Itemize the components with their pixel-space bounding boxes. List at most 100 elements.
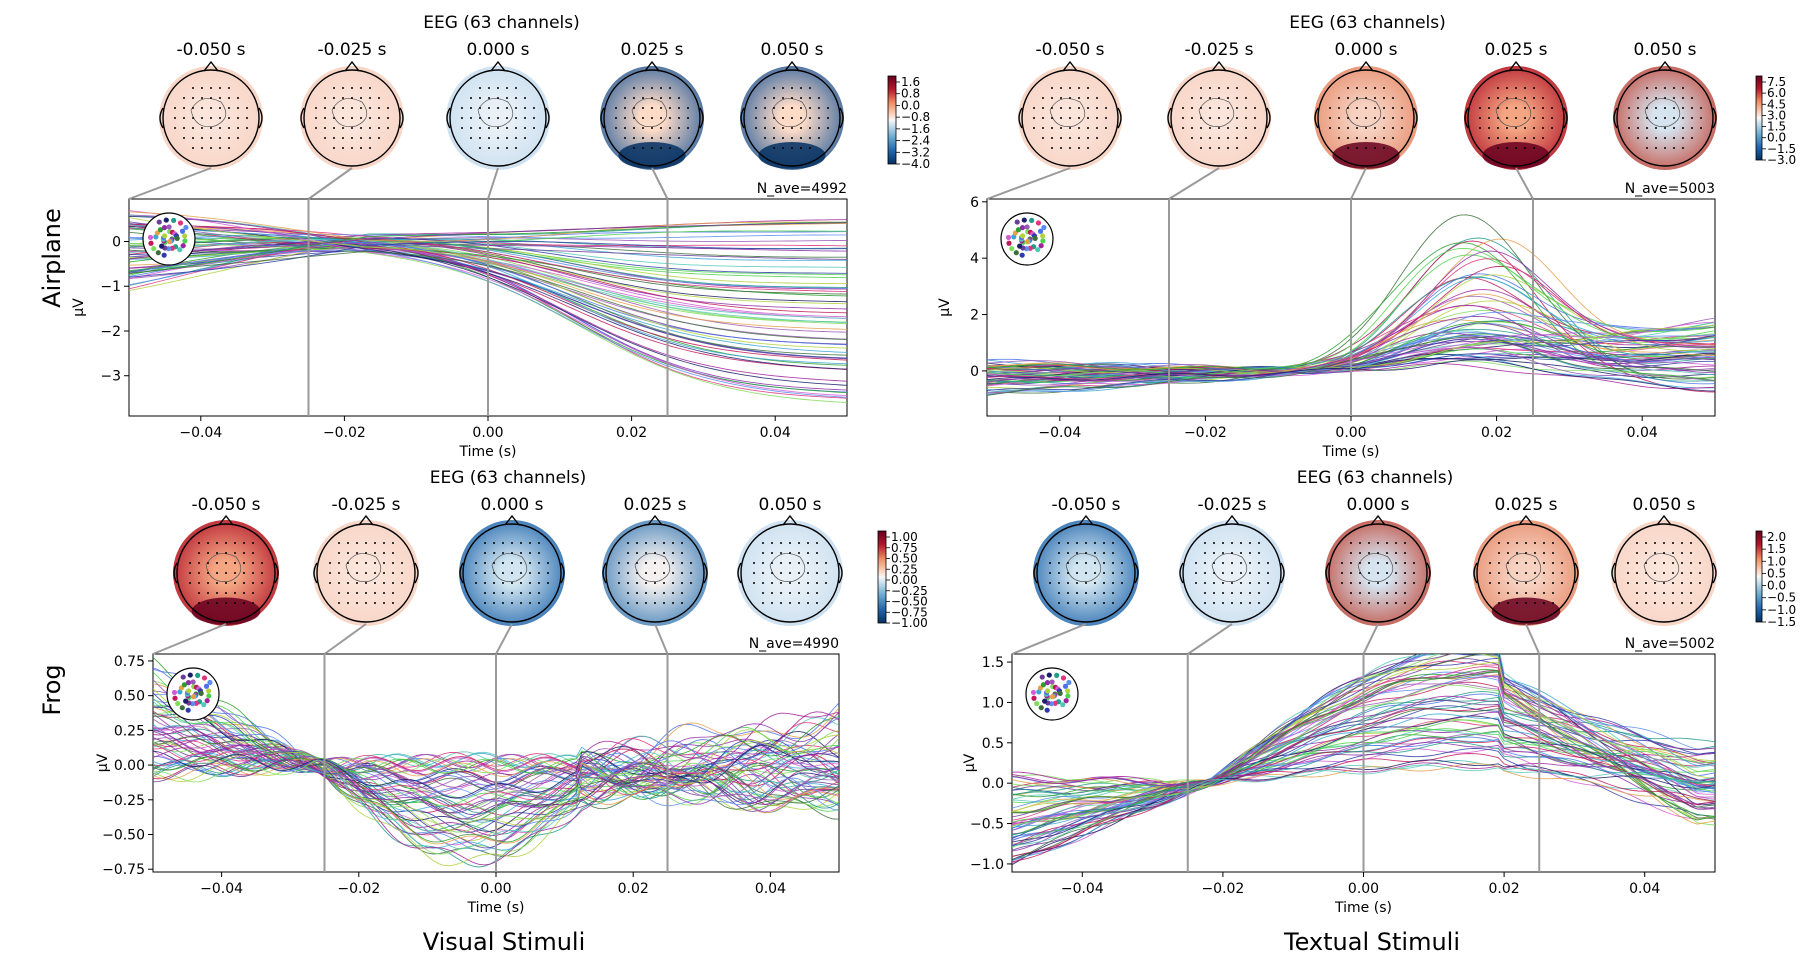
- sensor-dot: [1534, 572, 1536, 574]
- sensor-dot: [1488, 127, 1490, 129]
- sensor-dot: [1533, 147, 1535, 149]
- sensor-dot: [524, 137, 526, 139]
- sensor-dot: [198, 602, 200, 604]
- chart-title: EEG (63 channels): [1289, 13, 1446, 33]
- sensor-dot: [538, 562, 540, 564]
- sensor-dot: [1240, 592, 1242, 594]
- ear-left: [740, 107, 745, 129]
- sensor-dot: [1359, 582, 1361, 584]
- sensor-dot: [342, 127, 344, 129]
- topomap-connector: [152, 623, 227, 655]
- sensor-dot: [201, 107, 203, 109]
- sensor-dot: [1112, 542, 1114, 544]
- sensor-dot: [219, 137, 221, 139]
- sensor-legend-dot: [1049, 694, 1056, 700]
- sensor-dot: [1637, 137, 1639, 139]
- sensor-dot: [356, 582, 358, 584]
- sensor-dot: [1663, 572, 1665, 574]
- y-axis-label: µV: [95, 753, 111, 772]
- topomap-connector: [1011, 623, 1087, 655]
- nave-label: N_ave=4990: [749, 636, 839, 652]
- sensor-dot: [470, 137, 472, 139]
- nose: [1078, 514, 1094, 526]
- sensor-dot: [1663, 552, 1665, 554]
- sensor-dot: [615, 117, 617, 119]
- sensor-legend-dot: [1057, 690, 1063, 696]
- sensor-dot: [1690, 602, 1692, 604]
- sensor-dot: [261, 572, 263, 574]
- sensor-legend-dot: [1040, 682, 1047, 688]
- sensor-dot: [1204, 552, 1206, 554]
- sensor-dot: [1204, 562, 1206, 564]
- sensor-dot: [374, 542, 376, 544]
- sensor-dot: [1078, 107, 1080, 109]
- sensor-dot: [1672, 552, 1674, 554]
- sensor-dot: [502, 592, 504, 594]
- colorbar-tick-label: 1.00: [891, 530, 918, 544]
- sensor-dot: [1112, 592, 1114, 594]
- sensor-dot: [1628, 127, 1630, 129]
- head-outline: [1614, 523, 1714, 623]
- sensor-dot: [228, 97, 230, 99]
- sensor-dot: [687, 117, 689, 119]
- sensor-dot: [210, 97, 212, 99]
- sensor-dot: [1329, 107, 1331, 109]
- sensor-dot: [642, 87, 644, 89]
- sensor-dot: [663, 572, 665, 574]
- panel-0: EEG (63 channels) -0.050 s -0.025 s 0.000 s…: [71, 13, 930, 460]
- sensor-dot: [1245, 97, 1247, 99]
- sensor-dot: [1542, 107, 1544, 109]
- sensor-dot: [1347, 127, 1349, 129]
- sensor-dot: [1191, 107, 1193, 109]
- sensor-dot: [1087, 117, 1089, 119]
- sensor-dot: [1404, 562, 1406, 564]
- contour-line: [1357, 553, 1394, 582]
- y-tick-label: −3: [100, 369, 121, 385]
- sensor-legend-dot: [157, 227, 164, 233]
- sensor-dot: [383, 542, 385, 544]
- sensor-dot: [1516, 552, 1518, 554]
- sensor-dot: [1058, 562, 1060, 564]
- topomap-time-label: 0.050 s: [761, 40, 824, 60]
- sensor-dot: [1645, 552, 1647, 554]
- sensor-dot: [392, 602, 394, 604]
- sensor-dot: [816, 592, 818, 594]
- sensor-dot: [333, 137, 335, 139]
- sensor-dot: [1681, 542, 1683, 544]
- sensor-dot: [198, 582, 200, 584]
- sensor-dot: [1094, 562, 1096, 564]
- sensor-dot: [1338, 117, 1340, 119]
- sensor-dot: [246, 117, 248, 119]
- sensor-dot: [1690, 572, 1692, 574]
- sensor-dot: [383, 582, 385, 584]
- sensor-dot: [818, 117, 820, 119]
- sensor-dot: [1507, 592, 1509, 594]
- sensor-dot: [1637, 127, 1639, 129]
- sensor-dot: [1506, 137, 1508, 139]
- sensor-dot: [1507, 602, 1509, 604]
- sensor-dot: [1200, 97, 1202, 99]
- sensor-dot: [210, 127, 212, 129]
- sensor-dot: [798, 582, 800, 584]
- chart-title: EEG (63 channels): [423, 13, 580, 33]
- sensor-dot: [1533, 107, 1535, 109]
- sensor-dot: [1076, 582, 1078, 584]
- sensor-dot: [1636, 602, 1638, 604]
- x-tick-label: 0.04: [1629, 881, 1660, 897]
- sensor-dot: [681, 602, 683, 604]
- sensor-dot: [1673, 147, 1675, 149]
- sensor-legend-dot: [1049, 679, 1055, 685]
- nose: [1508, 60, 1524, 72]
- sensor-dot: [1267, 562, 1269, 564]
- sensor-dot: [1700, 117, 1702, 119]
- sensor-dot: [1085, 542, 1087, 544]
- sensor-dot: [378, 107, 380, 109]
- nose: [344, 60, 360, 72]
- contour-line: [491, 553, 528, 582]
- sensor-dot: [1112, 562, 1114, 564]
- sensor-dot: [1404, 582, 1406, 584]
- sensor-dot: [207, 542, 209, 544]
- head-outline: [1616, 69, 1714, 167]
- sensor-dot: [234, 582, 236, 584]
- sensor-dot: [636, 602, 638, 604]
